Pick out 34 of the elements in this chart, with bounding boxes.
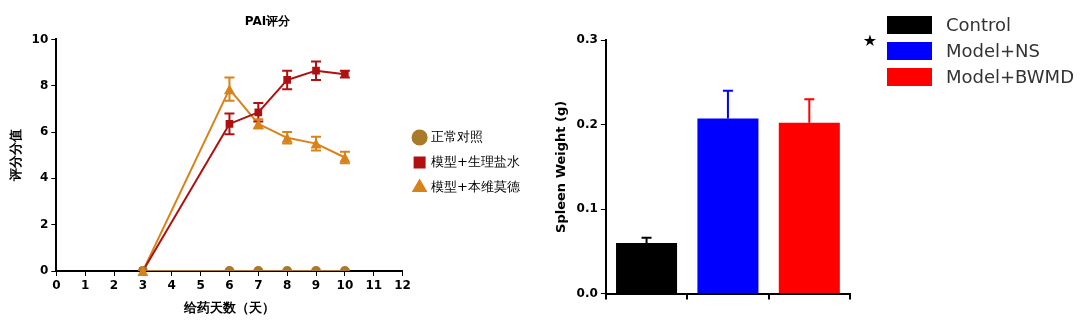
y-tick-label: 0.2 <box>576 116 598 131</box>
y-tick-label: 0.0 <box>576 285 598 300</box>
legend-label: Model+NS <box>945 39 1040 63</box>
x-tick-label: 0 <box>52 278 61 293</box>
y-axis-title: Spleen Weight (g) <box>553 100 569 233</box>
chart-title: PAI评分 <box>244 14 292 29</box>
legend-label: 正常对照 <box>431 128 484 144</box>
legend-label: Control <box>945 13 1012 37</box>
y-tick-label: 0.1 <box>576 201 598 216</box>
x-tick-label: 7 <box>254 278 263 293</box>
text: ★ <box>862 31 878 51</box>
x-tick-label: 12 <box>394 278 411 293</box>
x-tick-label: 4 <box>167 278 176 293</box>
legend-label: Model+BWMD <box>945 65 1074 89</box>
y-tick-label: 8 <box>39 77 49 92</box>
x-tick-label: 2 <box>109 278 119 293</box>
x-tick-label: 5 <box>196 278 205 293</box>
x-tick-label: 11 <box>365 278 383 293</box>
legend-label: 模型+本维莫德 <box>431 178 521 194</box>
x-tick-label: 9 <box>311 278 321 293</box>
x-tick-label: 10 <box>336 278 354 293</box>
x-tick-label: 3 <box>138 278 148 293</box>
y-tick-label: 0 <box>39 263 49 278</box>
x-tick-label: 6 <box>225 278 234 293</box>
y-tick-label: 2 <box>39 216 49 231</box>
legend-label: 模型+生理盐水 <box>431 153 521 169</box>
y-tick-label: 6 <box>39 124 49 139</box>
x-axis-title: 给药天数（天） <box>182 299 275 315</box>
y-axis-title: 评分分值 <box>8 129 24 183</box>
y-tick-label: 0.3 <box>576 32 598 47</box>
y-tick-label: 10 <box>31 31 49 46</box>
x-tick-label: 1 <box>80 278 90 293</box>
y-tick-label: 4 <box>39 170 49 185</box>
x-tick-label: 8 <box>282 278 292 293</box>
